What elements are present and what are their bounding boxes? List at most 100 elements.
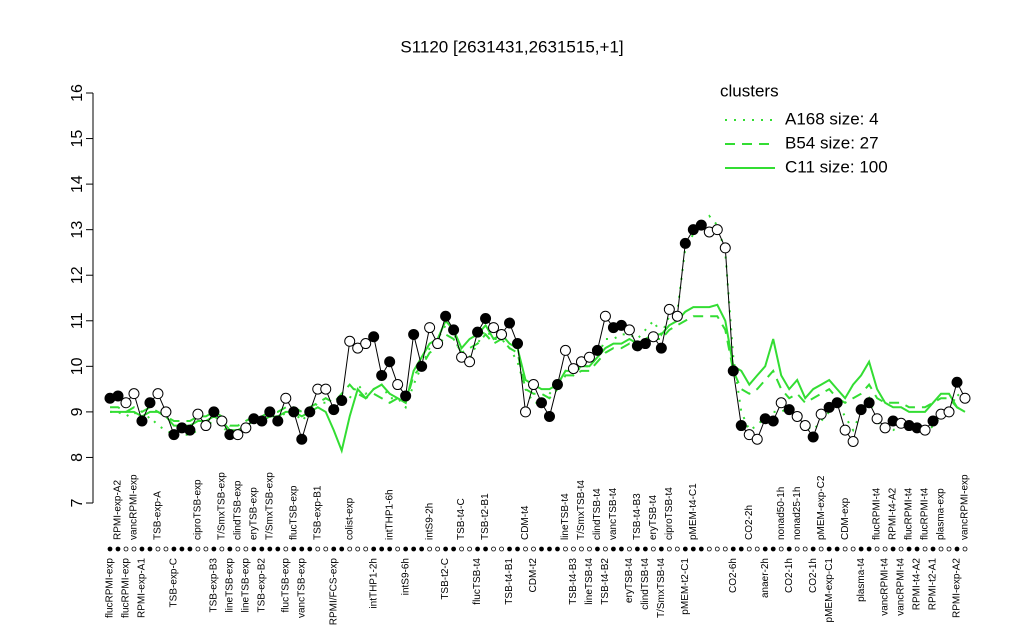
cluster-line [110,303,966,454]
category-dot [579,546,584,552]
category-dot [866,546,872,552]
data-point [488,322,500,334]
data-point [831,397,843,409]
chart-title: S1120 [2631431,2631515,+1] [400,37,623,56]
category-dot [299,546,305,552]
x-tick-label: clindTSB-t4 [640,558,651,610]
data-point [847,436,859,447]
data-point [863,397,875,409]
legend-label: B54 size: 27 [785,133,879,152]
data-point [735,420,747,432]
data-point [719,242,731,254]
category-dot [946,546,952,552]
data-point [320,383,332,395]
x-tick-label: vancTSB-t4 [608,487,619,540]
category-dot [874,546,880,552]
category-dot [467,546,472,552]
data-point [543,410,555,422]
x-tick-label: nonad50-1h [776,487,787,540]
x-tick-label: eryTSB-t4 [648,495,659,540]
category-dot [459,546,464,552]
data-point [192,408,204,420]
data-point [168,429,180,441]
category-dot [395,546,401,552]
y-tick-label: 9 [69,407,86,416]
category-dot [211,546,217,552]
x-tick-label: lineTSB-t4 [584,558,595,605]
data-point [344,335,356,347]
category-dot [403,546,409,552]
x-tick-label: CDM-exp [840,497,851,540]
cluster-line [110,315,966,427]
category-dot [339,546,345,552]
category-dot [898,546,904,552]
category-dot [834,546,840,552]
category-dot [283,546,289,552]
data-point [304,406,316,418]
data-point [128,388,140,400]
category-dot [882,546,888,552]
data-point [815,408,827,420]
data-point [112,390,124,402]
data-point [871,413,883,425]
y-tick-label: 8 [69,453,86,462]
data-point [919,424,931,436]
data-point [432,338,444,350]
data-point [551,379,563,391]
x-tick-label: TSB-exp-B3 [209,558,220,613]
y-tick-label: 14 [69,175,86,193]
data-point [496,328,508,340]
category-dot [235,546,241,552]
data-point [288,406,300,418]
category-dot [555,546,560,552]
data-point [751,433,763,445]
category-dot [131,546,137,552]
x-tick-label: plasma-t4 [856,558,867,602]
category-dot [930,546,936,552]
x-tick-label: TSB-t4-B3 [568,558,579,605]
category-dot [259,546,265,552]
y-tick-label: 7 [69,498,86,507]
x-tick-label: RPMI-exp-A1 [137,558,148,618]
category-dot [147,546,153,552]
category-dot [219,546,225,552]
category-dot [267,546,273,552]
x-tick-label: clindTSB-exp [232,480,243,540]
data-point [647,331,659,343]
x-tick-label: flucRPMI-t4 [872,487,883,540]
x-tick-label: TSB-exp-B2 [256,558,267,613]
data-point [416,360,428,372]
legend-label: C11 size: 100 [785,157,888,176]
category-dot [626,546,632,552]
x-tick-label: RPMI-t2-A1 [928,558,939,611]
data-point [727,365,739,377]
x-tick-label: vancRPMI-exp [960,474,971,540]
category-dot [634,546,640,552]
x-tick-label: lineTSB-t4 [560,493,571,540]
category-dot [571,546,576,552]
category-dot [826,546,832,552]
data-point [839,424,851,436]
category-dot [123,546,129,552]
x-tick-label: intS9-2h [424,503,435,540]
category-dot [714,546,720,552]
category-dot [443,546,449,552]
x-tick-label: flucTSB-exp [280,558,291,613]
category-dot [738,546,744,552]
category-dot [778,546,784,552]
data-point [440,310,452,322]
category-dot [115,546,121,552]
category-dot [547,546,552,552]
category-dot [371,546,377,552]
data-point [144,397,156,409]
data-point [528,379,540,391]
category-dot [850,546,856,552]
category-dot [171,546,177,552]
category-dot [323,546,329,552]
data-line [109,224,966,443]
category-dot [227,546,233,552]
data-point [599,310,611,322]
data-point [232,429,244,441]
x-tick-label: vancTSB-exp [296,558,307,618]
category-dot [650,546,656,552]
